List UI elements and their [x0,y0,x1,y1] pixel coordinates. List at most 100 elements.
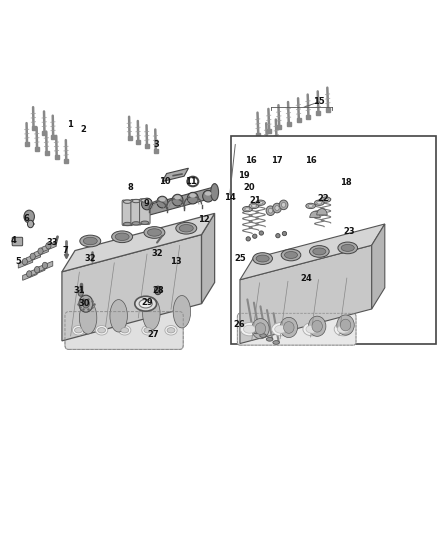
Text: 16: 16 [244,156,256,165]
Text: 22: 22 [317,194,329,203]
Ellipse shape [317,201,322,204]
Ellipse shape [312,320,322,332]
Ellipse shape [284,252,297,259]
Ellipse shape [72,326,85,335]
Ellipse shape [124,200,131,204]
Ellipse shape [303,322,321,336]
Ellipse shape [256,200,265,205]
Ellipse shape [321,197,331,202]
Polygon shape [240,224,385,280]
Text: 27: 27 [148,330,159,339]
Text: 11: 11 [185,177,197,186]
Polygon shape [201,213,215,304]
Ellipse shape [253,253,272,264]
Ellipse shape [144,227,165,238]
Ellipse shape [144,199,150,204]
Bar [231,136,436,344]
Ellipse shape [341,245,354,252]
Text: 3: 3 [154,140,159,149]
Text: 26: 26 [233,320,245,329]
Ellipse shape [252,319,269,339]
Ellipse shape [314,200,324,205]
Ellipse shape [135,296,157,311]
Ellipse shape [144,328,152,333]
Text: 33: 33 [46,238,58,247]
Ellipse shape [275,206,279,211]
Ellipse shape [338,242,357,254]
Text: 21: 21 [249,196,261,205]
Text: 29: 29 [141,298,153,307]
FancyBboxPatch shape [65,312,183,350]
Circle shape [78,290,83,296]
Ellipse shape [159,197,166,201]
Text: 17: 17 [271,156,283,165]
Ellipse shape [179,224,193,232]
Ellipse shape [142,326,154,335]
Circle shape [38,248,43,254]
Ellipse shape [308,205,313,207]
Ellipse shape [247,327,253,330]
Text: 20: 20 [244,183,255,192]
Ellipse shape [165,326,177,335]
Text: 28: 28 [152,286,164,295]
Polygon shape [42,241,56,252]
Text: 13: 13 [170,257,182,265]
Ellipse shape [83,237,97,245]
Polygon shape [39,261,53,272]
Ellipse shape [139,300,152,308]
Ellipse shape [340,319,351,331]
Text: 18: 18 [340,178,351,187]
Ellipse shape [323,198,328,201]
Ellipse shape [282,231,286,236]
Ellipse shape [266,206,275,215]
Ellipse shape [98,328,106,333]
Polygon shape [34,247,48,257]
Ellipse shape [74,328,82,333]
Polygon shape [240,245,372,344]
Ellipse shape [141,199,149,202]
Ellipse shape [337,325,350,333]
Ellipse shape [115,233,129,240]
Ellipse shape [256,255,269,262]
Ellipse shape [251,205,257,207]
Ellipse shape [280,317,297,337]
Circle shape [27,271,32,277]
Ellipse shape [266,337,273,341]
Text: 6: 6 [23,214,29,223]
Text: 19: 19 [239,171,250,180]
Polygon shape [31,265,45,276]
Text: 32: 32 [151,249,163,258]
Circle shape [42,262,47,269]
Ellipse shape [203,190,214,202]
Circle shape [82,300,89,308]
Ellipse shape [240,322,259,336]
Ellipse shape [276,233,280,238]
Text: 7: 7 [63,246,68,255]
Ellipse shape [313,248,326,255]
Ellipse shape [172,194,183,206]
Text: 2: 2 [80,125,86,134]
Ellipse shape [95,326,108,335]
Circle shape [35,266,40,273]
Circle shape [30,253,35,260]
Ellipse shape [306,325,318,333]
Polygon shape [23,270,37,280]
Ellipse shape [119,326,131,335]
Text: 30: 30 [78,299,89,308]
Polygon shape [372,224,385,309]
Ellipse shape [308,316,326,336]
Ellipse shape [245,208,250,211]
Text: 8: 8 [128,183,134,192]
Ellipse shape [273,203,281,213]
Circle shape [46,243,51,249]
Text: 31: 31 [74,286,85,295]
Wedge shape [310,211,320,217]
Ellipse shape [132,199,140,203]
Ellipse shape [281,249,301,261]
Ellipse shape [124,222,131,225]
Ellipse shape [141,198,152,210]
Ellipse shape [157,196,168,208]
Text: 10: 10 [159,177,170,186]
Ellipse shape [334,322,353,336]
Text: 23: 23 [343,228,355,237]
